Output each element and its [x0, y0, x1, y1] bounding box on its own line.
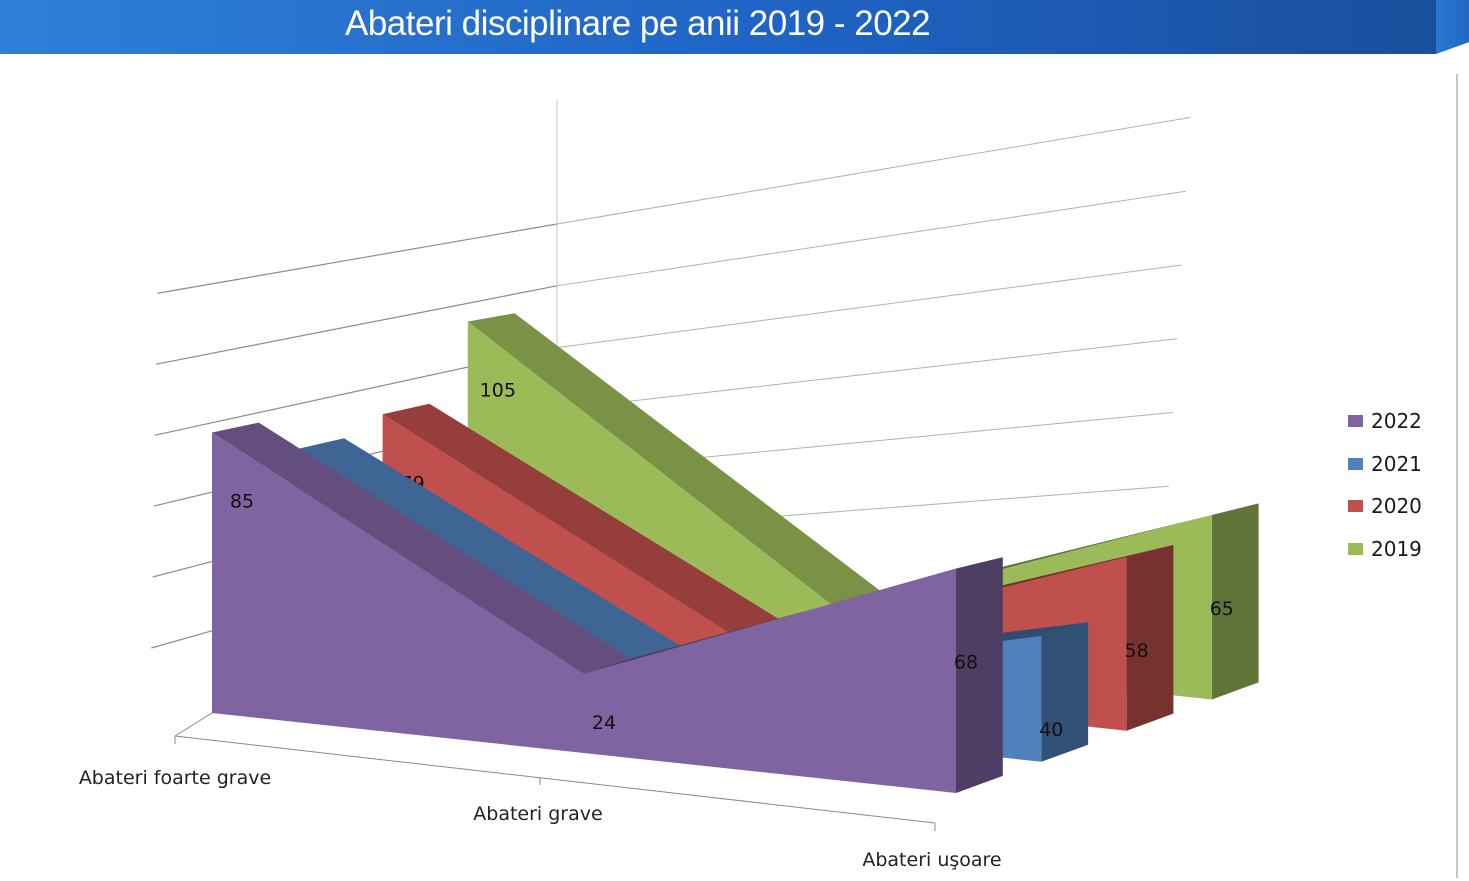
legend-item-2019: 2019 [1348, 528, 1422, 571]
data-label: 58 [1125, 640, 1149, 662]
legend-swatch [1348, 457, 1363, 470]
category-axis-line [174, 735, 936, 824]
gridline-back-wall [556, 190, 1186, 287]
legend-label: 2019 [1371, 536, 1422, 561]
gridline-back-wall [556, 117, 1191, 225]
area-end-face [1126, 544, 1174, 731]
area-top-face [382, 403, 802, 649]
legend-swatch [1348, 415, 1363, 428]
data-label: 65 [1210, 598, 1234, 620]
legend-label: 2021 [1371, 451, 1422, 476]
gridline-back-wall [556, 338, 1178, 410]
chart-legend: 2022 2021 2020 2019 [1348, 400, 1422, 570]
title-bar: Abateri disciplinare pe anii 2019 - 2022 [0, 0, 1436, 54]
legend-item-2021: 2021 [1348, 443, 1422, 486]
legend-swatch [1348, 500, 1363, 513]
legend-label: 2022 [1371, 409, 1422, 434]
slide-edge-rule [1456, 74, 1458, 878]
area-top-face [212, 422, 631, 674]
legend-label: 2020 [1371, 494, 1422, 519]
category-label: Abateri foarte grave [79, 767, 271, 789]
legend-swatch [1348, 542, 1363, 555]
data-label: 24 [592, 712, 616, 734]
area-top-face [297, 438, 717, 685]
category-label: Abateri grave [473, 803, 602, 825]
data-label: 105 [480, 380, 516, 402]
area-end-face [1041, 622, 1089, 762]
gridline-left-wall [157, 223, 558, 294]
area-top-face [467, 313, 887, 612]
gridline-back-wall [556, 264, 1182, 349]
legend-item-2020: 2020 [1348, 485, 1422, 528]
chart-title: Abateri disciplinare pe anii 2019 - 2022 [345, 4, 931, 43]
area-end-face [1211, 503, 1259, 700]
data-label: 40 [1039, 719, 1063, 741]
area-end-face [956, 557, 1003, 793]
area-front-face [212, 432, 956, 793]
category-label: Abateri uşoare [862, 849, 1001, 871]
data-label: 85 [230, 491, 254, 513]
gridline-left-wall [156, 285, 558, 365]
data-label: 68 [954, 652, 978, 674]
legend-item-2022: 2022 [1348, 400, 1422, 443]
series-2022: 85 24 68 [212, 422, 1003, 793]
